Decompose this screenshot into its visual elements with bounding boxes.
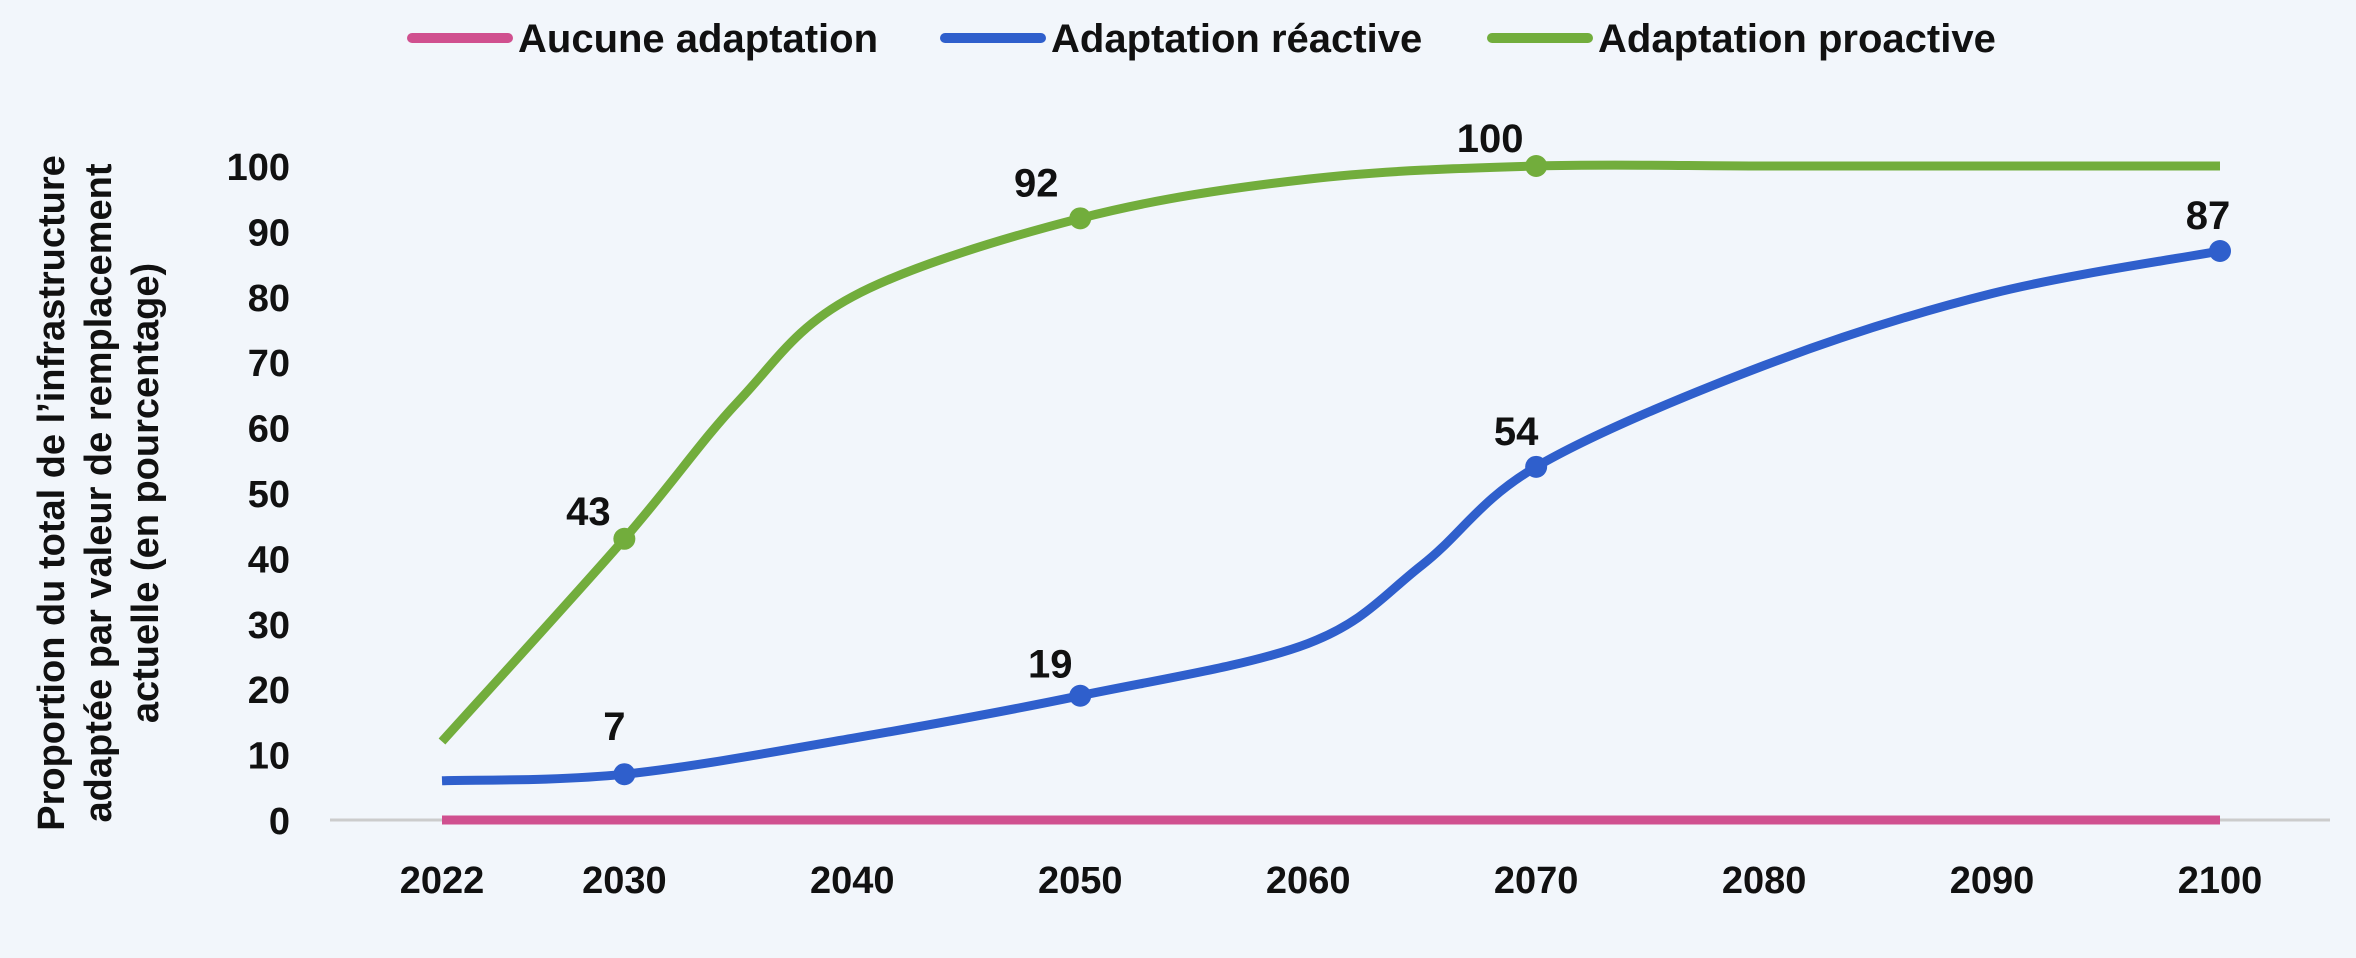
legend-label: Adaptation réactive <box>1051 17 1422 61</box>
y-axis-title: Proportion du total de l’infrastructure a… <box>31 155 167 831</box>
x-tick-label: 2090 <box>1950 860 2035 902</box>
x-tick-label: 2070 <box>1494 860 1579 902</box>
series-line-adaptation-proactive <box>438 160 2220 745</box>
series-lines <box>438 160 2221 825</box>
x-tick-label: 2030 <box>582 860 667 902</box>
data-point-adaptation-reactive <box>1069 684 1092 707</box>
data-point-adaptation-proactive <box>613 527 636 550</box>
data-label: 100 <box>1457 117 1524 161</box>
y-axis-ticks: 0 10 20 30 40 50 60 70 80 90 100 <box>227 147 290 843</box>
y-axis-title-line: actuelle (en pourcentage) <box>125 263 167 723</box>
data-label: 92 <box>1014 161 1059 205</box>
x-axis-ticks: 2022 2030 2040 2050 2060 2070 2080 2090 2100 <box>400 860 2263 902</box>
y-tick-label: 70 <box>248 343 290 385</box>
legend-label: Aucune adaptation <box>518 17 878 61</box>
y-tick-label: 20 <box>248 670 290 712</box>
y-tick-label: 30 <box>248 605 290 647</box>
data-point-adaptation-reactive <box>613 763 636 786</box>
y-tick-label: 80 <box>248 278 290 320</box>
legend-label: Adaptation proactive <box>1598 17 1996 61</box>
data-label: 43 <box>566 490 611 534</box>
legend: Aucune adaptation Adaptation réactive Adap… <box>407 17 1996 61</box>
y-tick-label: 90 <box>248 212 290 254</box>
y-tick-label: 100 <box>227 147 290 189</box>
x-tick-label: 2060 <box>1266 860 1351 902</box>
y-axis-title-line: adaptée par valeur de remplacement <box>78 163 120 822</box>
data-point-adaptation-proactive <box>1525 155 1548 177</box>
y-tick-label: 50 <box>248 474 290 516</box>
data-label: 87 <box>2186 194 2231 238</box>
x-tick-label: 2080 <box>1722 860 1807 902</box>
series-markers <box>613 155 2231 786</box>
data-point-adaptation-reactive <box>1525 455 1548 478</box>
data-point-adaptation-reactive <box>2209 240 2231 263</box>
data-point-adaptation-proactive <box>1069 207 1092 230</box>
x-tick-label: 2022 <box>400 860 485 902</box>
data-label: 54 <box>1494 410 1539 454</box>
y-tick-label: 60 <box>248 409 290 451</box>
data-labels: 7 19 54 87 43 92 100 <box>566 117 2230 749</box>
x-tick-label: 2100 <box>2178 860 2263 902</box>
data-label: 19 <box>1028 643 1073 687</box>
y-tick-label: 40 <box>248 539 290 581</box>
y-axis-title-line: Proportion du total de l’infrastructure <box>31 155 73 831</box>
data-label: 7 <box>603 705 625 749</box>
x-tick-label: 2040 <box>810 860 895 902</box>
y-tick-label: 10 <box>248 736 290 778</box>
series-line-adaptation-reactive <box>441 246 2221 786</box>
x-tick-label: 2050 <box>1038 860 1123 902</box>
y-tick-label: 0 <box>269 801 290 843</box>
